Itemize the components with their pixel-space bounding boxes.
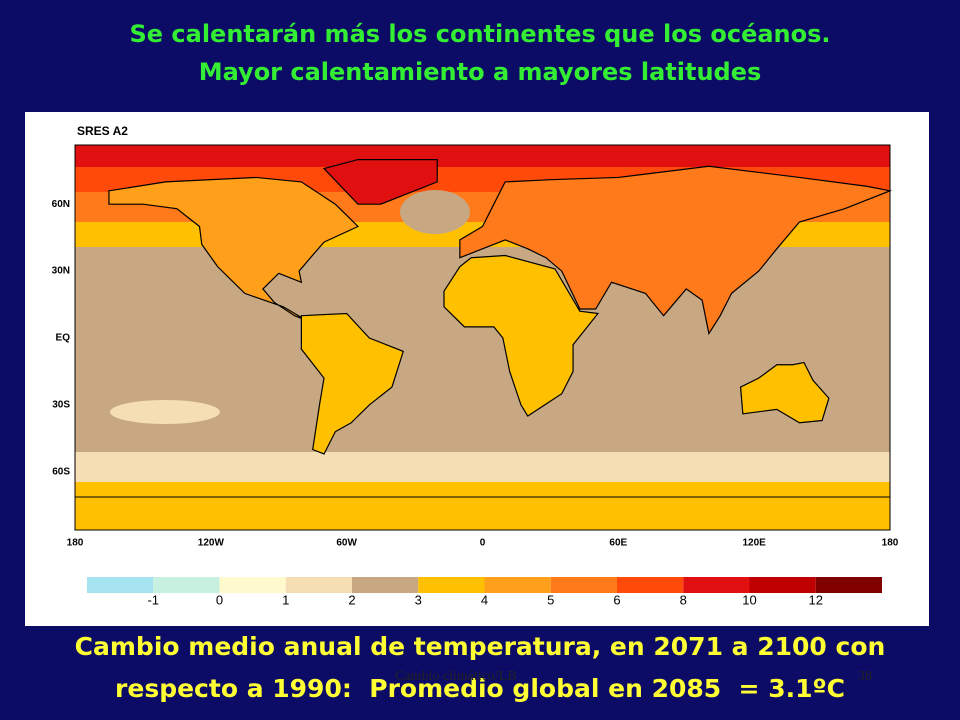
colorbar-label: 4 <box>481 592 488 607</box>
continent <box>739 361 830 424</box>
lon-label: 180 <box>882 538 899 549</box>
map-plot <box>74 145 893 531</box>
band <box>75 452 890 482</box>
colorbar-swatch <box>352 577 419 593</box>
lat-label: 30S <box>52 400 70 411</box>
colorbar-label: 6 <box>613 592 620 607</box>
colorbar-swatch <box>683 577 750 593</box>
footer-text: Cambio climático/LB <box>395 669 517 684</box>
continent <box>443 254 600 417</box>
caption-line: Cambio medio anual de temperatura, en 20… <box>74 632 886 661</box>
band <box>75 145 890 167</box>
antarctica <box>74 496 891 531</box>
ocean-patch <box>400 190 470 234</box>
colorbar-label: 1 <box>282 592 289 607</box>
colorbar-swatch <box>87 577 154 593</box>
lon-label: 60E <box>609 538 627 549</box>
colorbar-swatch <box>815 577 882 593</box>
colorbar-label: 3 <box>415 592 422 607</box>
lon-label: 0 <box>480 538 486 549</box>
ocean-patch <box>110 400 220 424</box>
colorbar-swatch <box>484 577 551 593</box>
colorbar-swatch <box>418 577 485 593</box>
continent <box>459 165 893 336</box>
lon-label: 180 <box>67 538 84 549</box>
colorbar-label: 0 <box>216 592 223 607</box>
colorbar-label: 12 <box>809 592 823 607</box>
colorbar-label: -1 <box>147 592 159 607</box>
colorbar-swatch <box>749 577 816 593</box>
lat-label: 30N <box>52 266 70 277</box>
colorbar-swatch <box>153 577 220 593</box>
title-line: Se calentarán más los continentes que lo… <box>129 20 831 48</box>
colorbar-label: 5 <box>547 592 554 607</box>
continent <box>300 312 405 455</box>
lat-label: 60N <box>52 199 70 210</box>
plot-frame <box>74 144 891 531</box>
page-number: 38 <box>858 669 872 684</box>
colorbar-swatch <box>219 577 286 593</box>
colorbar-label: 8 <box>680 592 687 607</box>
colorbar-label: 2 <box>348 592 355 607</box>
lat-label: 60S <box>52 466 70 477</box>
continent <box>322 158 438 205</box>
caption-line: respecto a 1990: Promedio global en 2085… <box>115 674 845 703</box>
colorbar-swatch <box>617 577 684 593</box>
title-line: Mayor calentamiento a mayores latitudes <box>198 58 762 86</box>
lon-label: 120W <box>198 538 225 549</box>
continent <box>108 176 360 321</box>
colorbar-label: 10 <box>742 592 756 607</box>
map-label: SRES A2 <box>77 124 128 138</box>
colorbar-swatch <box>550 577 617 593</box>
colorbar-swatch <box>285 577 352 593</box>
lon-label: 120E <box>742 538 766 549</box>
lat-label: EQ <box>56 333 71 344</box>
lon-label: 60W <box>336 538 357 549</box>
